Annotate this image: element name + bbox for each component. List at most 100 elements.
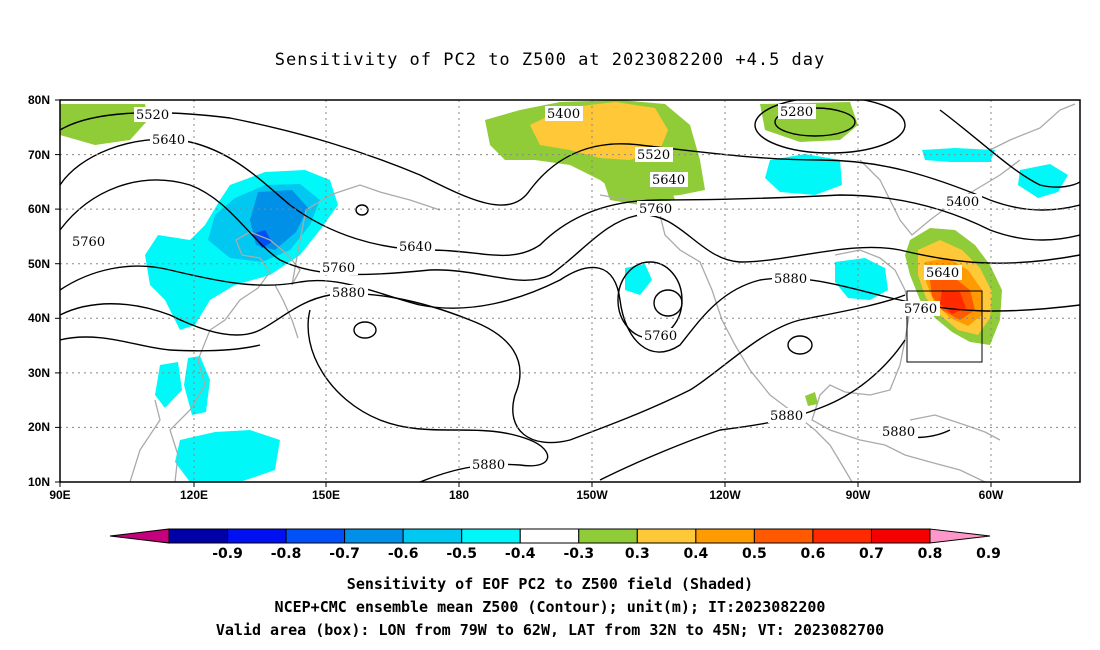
- lat-tick-label: 40N: [28, 311, 50, 325]
- negative-shade-region: [922, 148, 995, 162]
- contour-label: 5880: [882, 425, 915, 440]
- lon-tick-label: 150E: [312, 488, 340, 502]
- gridlines: [60, 100, 1080, 482]
- colorbar-label: -0.3: [563, 546, 594, 562]
- colorbar-segment: [168, 528, 229, 544]
- colorbar-label: 0.5: [742, 546, 767, 562]
- contour-line: [307, 309, 549, 482]
- colorbar-segment: [695, 528, 755, 544]
- contour-label: 5880: [774, 272, 807, 287]
- lon-tick-label: 120W: [709, 488, 741, 502]
- hudson-bay-coast: [859, 159, 1021, 236]
- lat-tick-labels: 80N 70N 60N 50N 40N 30N 20N 10N: [28, 93, 50, 489]
- contour-label: 5400: [946, 195, 979, 210]
- contour-label: 5280: [780, 105, 813, 120]
- contour-line: [60, 336, 261, 352]
- colorbar-label: -0.9: [212, 546, 243, 562]
- caribbean-coast: [909, 414, 1001, 441]
- north-america-east-coast: [811, 249, 986, 482]
- lon-tick-label: 90W: [846, 488, 871, 502]
- colorbar-label: -0.6: [388, 546, 419, 562]
- colorbar-label: 0.8: [918, 546, 943, 562]
- colorbar-label: -0.5: [446, 546, 477, 562]
- contour-label: 5760: [904, 302, 937, 317]
- contour-closed-low: [617, 261, 683, 339]
- lat-tick-label: 30N: [28, 366, 50, 380]
- contour-label: 5640: [652, 173, 685, 188]
- colorbar-segment: [402, 528, 463, 544]
- colorbar-segment: [870, 528, 931, 544]
- colorbar-label: -0.7: [329, 546, 360, 562]
- colorbar-segment: [285, 528, 346, 544]
- colorbar-segment: [344, 528, 404, 544]
- lat-tick-label: 60N: [28, 202, 50, 216]
- lat-tick-label: 80N: [28, 93, 50, 107]
- contour-label: 5760: [322, 261, 355, 276]
- colorbar-segment: [812, 528, 872, 544]
- contour-line: [60, 265, 1080, 353]
- footer-line-2: NCEP+CMC ensemble mean Z500 (Contour); u…: [274, 598, 826, 616]
- negative-shade-region: [155, 362, 182, 408]
- contour-label: 5760: [72, 235, 105, 250]
- contour-closed-low: [355, 204, 369, 216]
- contour-closed-high: [787, 335, 813, 355]
- map-plot-area: [60, 100, 1080, 482]
- colorbar-right-triangle: [929, 528, 991, 544]
- contour-label: 5760: [639, 202, 672, 217]
- north-america-west-coast: [599, 194, 853, 482]
- negative-shade-region: [184, 356, 210, 415]
- lon-tick-labels: 90E 120E 150E 180 150W 120W 90W 60W: [49, 488, 1004, 502]
- colorbar: -0.9 -0.8 -0.7 -0.6 -0.5 -0.4 -0.3 0.3 0.4 0.5 0.6…: [109, 528, 1001, 562]
- valid-area-box: [906, 290, 983, 363]
- negative-shade-region: [175, 430, 280, 482]
- z500-contours: [60, 100, 1080, 482]
- positive-shade-region: [60, 104, 148, 145]
- contour-label: 5880: [472, 458, 505, 473]
- colorbar-left-triangle: [109, 528, 170, 544]
- contour-closed-low: [653, 289, 683, 317]
- contour-line: [60, 179, 1080, 281]
- negative-shade-region: [625, 264, 652, 295]
- greenland-coast: [989, 103, 1076, 151]
- colorbar-label: 0.4: [683, 546, 708, 562]
- colorbar-label: 0.3: [625, 546, 650, 562]
- lon-tick-label: 120E: [180, 488, 208, 502]
- colorbar-label: -0.8: [271, 546, 302, 562]
- colorbar-segment: [461, 528, 521, 544]
- negative-shade-region: [835, 258, 888, 300]
- shaded-sensitivity: [60, 100, 1068, 482]
- lon-tick-label: 60W: [979, 488, 1004, 502]
- south-asia-coast: [129, 399, 161, 482]
- tick-marks: [55, 99, 992, 487]
- lon-tick-label: 150W: [576, 488, 608, 502]
- contour-label: 5400: [547, 107, 580, 122]
- colorbar-segment: [636, 528, 697, 544]
- contour-label: 5520: [637, 148, 670, 163]
- negative-shade-region: [1018, 164, 1068, 198]
- contour-label: 5880: [770, 409, 803, 424]
- colorbar-labels: -0.9 -0.8 -0.7 -0.6 -0.5 -0.4 -0.3 0.3 0.4 0.5 0.6…: [212, 546, 1001, 562]
- chart-title: Sensitivity of PC2 to Z500 at 2023082200…: [274, 50, 826, 70]
- negative-shade-region: [765, 154, 842, 195]
- lat-tick-label: 10N: [28, 475, 50, 489]
- colorbar-segment: [227, 528, 287, 544]
- contour-closed-low: [754, 100, 906, 154]
- contour-label: 5760: [644, 329, 677, 344]
- lat-tick-label: 50N: [28, 257, 50, 271]
- colorbar-label: -0.4: [505, 546, 536, 562]
- contour-line: [60, 111, 1080, 211]
- colorbar-segments: [168, 528, 931, 544]
- map-frame: [59, 99, 1081, 483]
- contour-line: [60, 138, 1080, 257]
- positive-shade-region: [805, 392, 818, 406]
- colorbar-label: 0.9: [976, 546, 1001, 562]
- colorbar-segment: [578, 528, 638, 544]
- colorbar-segment: [519, 528, 580, 544]
- contour-labels: 5520 5640 5400 5520 5640 5760 5280 5400 …: [70, 104, 982, 473]
- colorbar-segment: [753, 528, 814, 544]
- lat-tick-label: 20N: [28, 420, 50, 434]
- contour-line: [939, 109, 1080, 188]
- contour-closed-high: [353, 321, 377, 339]
- lon-tick-label: 90E: [49, 488, 70, 502]
- contour-label: 5640: [399, 240, 432, 255]
